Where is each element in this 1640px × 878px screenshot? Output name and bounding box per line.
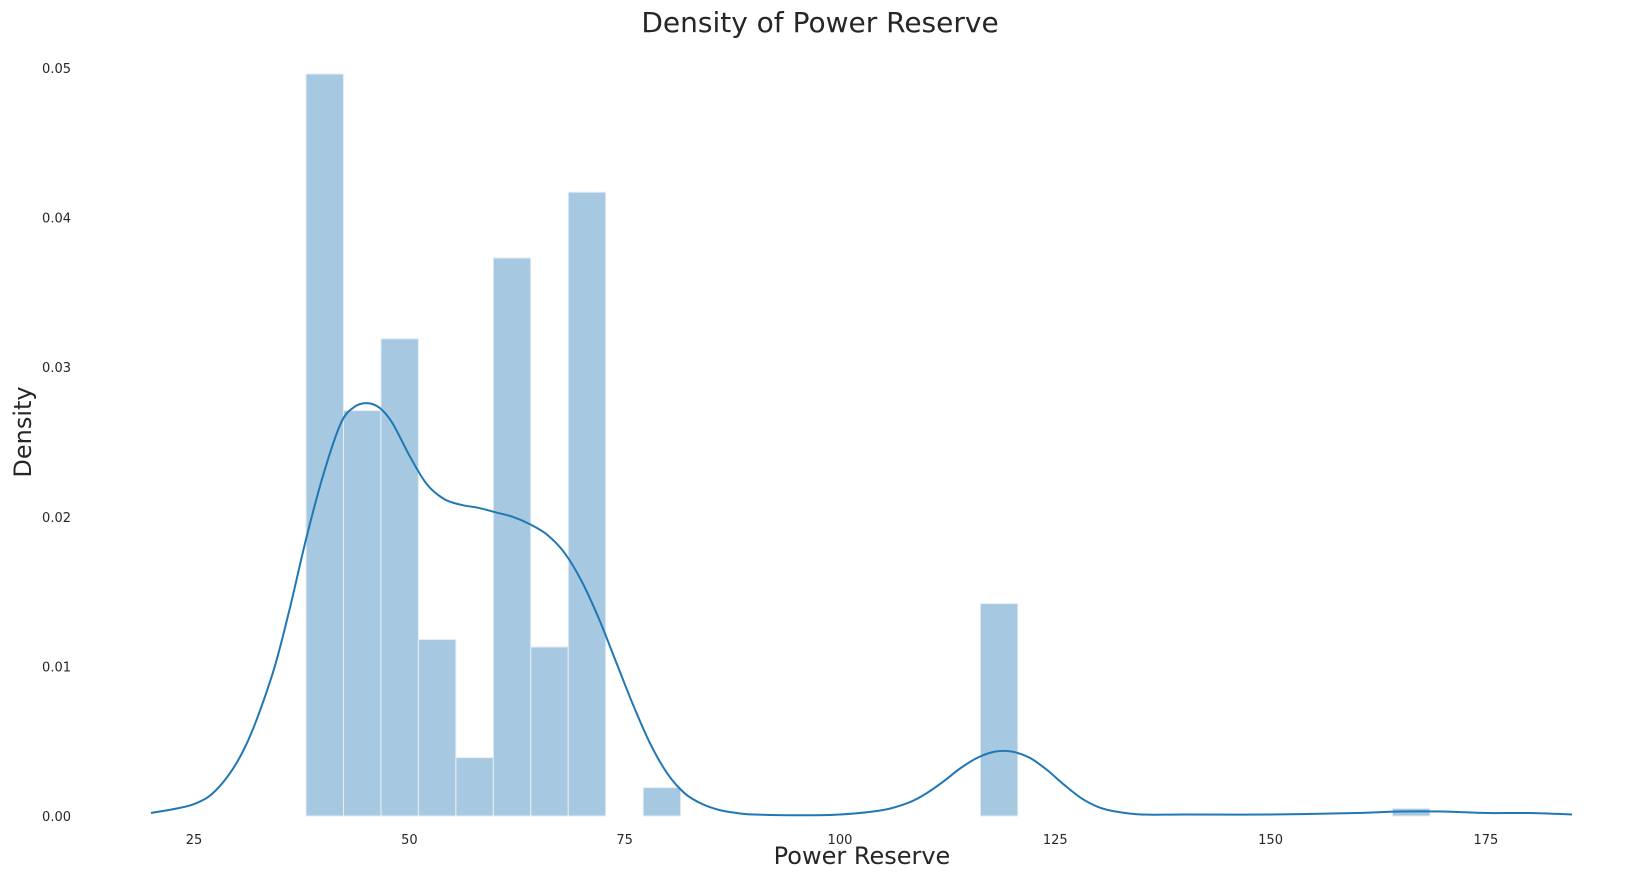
y-tick-label: 0.01 [42,660,71,675]
x-axis-title: Power Reserve [774,842,951,870]
histogram-bar [417,638,457,817]
histogram-bar [455,757,494,817]
y-tick-label: 0.00 [42,810,71,825]
x-tick-label: 75 [616,833,633,848]
y-tick-label: 0.02 [42,511,71,526]
histogram-bar [979,603,1019,817]
y-axis-title: Density [9,386,37,477]
histogram-bar [530,646,569,817]
histogram-bar [305,73,344,817]
x-tick-label: 125 [1043,833,1068,848]
histogram-bar [492,257,532,817]
histogram-bar [567,191,607,817]
histogram-bar [380,338,419,817]
y-tick-label: 0.05 [42,62,71,77]
y-tick-label: 0.04 [42,212,71,227]
x-tick-label: 100 [828,833,853,848]
histogram-bar [342,410,382,817]
chart-title: Density of Power Reserve [641,6,998,39]
histogram-bar [642,787,682,817]
y-tick-label: 0.03 [42,361,71,376]
x-tick-label: 25 [186,833,203,848]
x-tick-label: 150 [1258,833,1283,848]
x-tick-label: 50 [401,833,418,848]
x-tick-label: 175 [1473,833,1498,848]
x-tick-labels: 25 50 75 100 125 150 175 [186,833,1499,848]
kde-curve [150,402,1573,817]
histogram-bars [305,73,1431,817]
y-tick-labels: 0.00 0.01 0.02 0.03 0.04 0.05 [42,62,71,825]
